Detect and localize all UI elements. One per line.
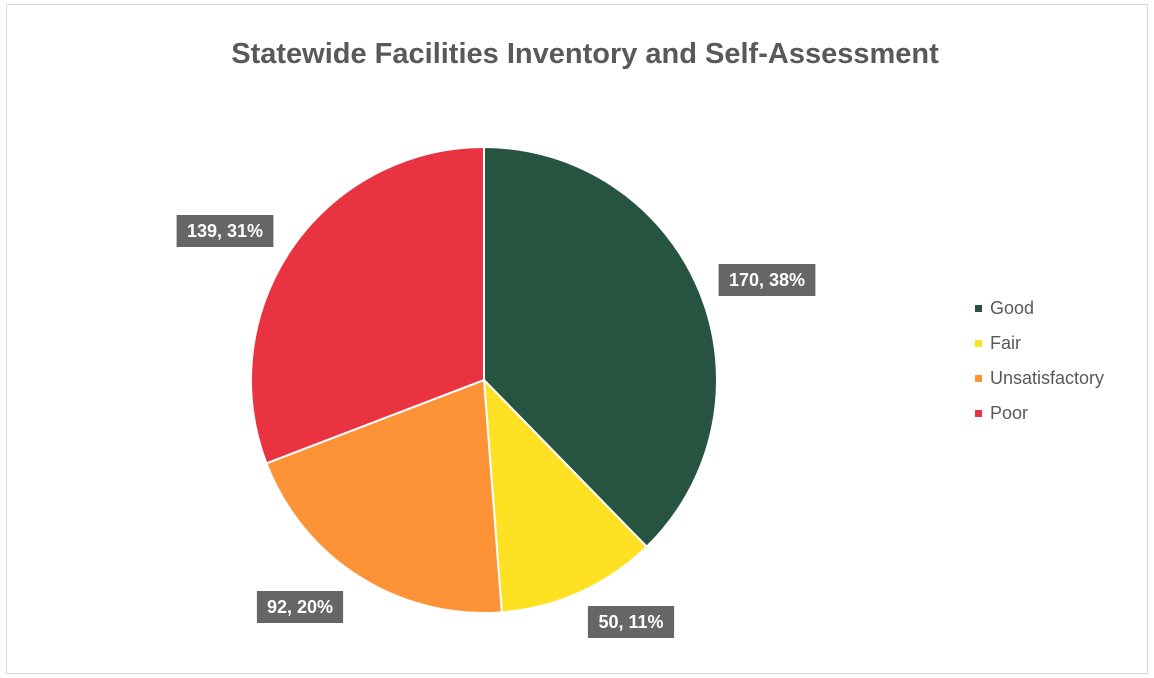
legend-item-fair: Fair [975, 331, 1104, 355]
data-label-poor: 139, 31% [176, 215, 274, 247]
legend-label: Fair [990, 332, 1021, 353]
legend-item-unsatisfactory: Unsatisfactory [975, 366, 1104, 390]
data-label-good: 170, 38% [718, 264, 816, 296]
chart-title: Statewide Facilities Inventory and Self-… [231, 38, 939, 70]
legend-item-poor: Poor [975, 401, 1104, 425]
svg-text:170, 38%: 170, 38% [729, 270, 805, 290]
svg-text:92, 20%: 92, 20% [267, 597, 333, 617]
legend: Good Fair Unsatisfactory Poor [975, 296, 1104, 436]
legend-swatch [975, 409, 982, 417]
pie-slice-good [483, 145, 718, 549]
svg-text:50, 11%: 50, 11% [598, 612, 663, 632]
legend-item-good: Good [975, 296, 1104, 320]
legend-swatch [975, 304, 982, 312]
pie-slice-unsatisfactory [265, 378, 503, 614]
legend-label: Poor [990, 402, 1029, 423]
legend-label: Unsatisfactory [990, 367, 1105, 388]
svg-text:139, 31%: 139, 31% [187, 221, 263, 241]
pie-slice-poor [250, 145, 485, 465]
data-label-fair: 50, 11% [587, 606, 675, 638]
legend-swatch [975, 374, 982, 382]
legend-label: Good [990, 297, 1035, 318]
legend-swatch [975, 339, 982, 347]
data-label-unsatisfactory: 92, 20% [256, 591, 344, 623]
pie-slice-fair [482, 377, 649, 614]
